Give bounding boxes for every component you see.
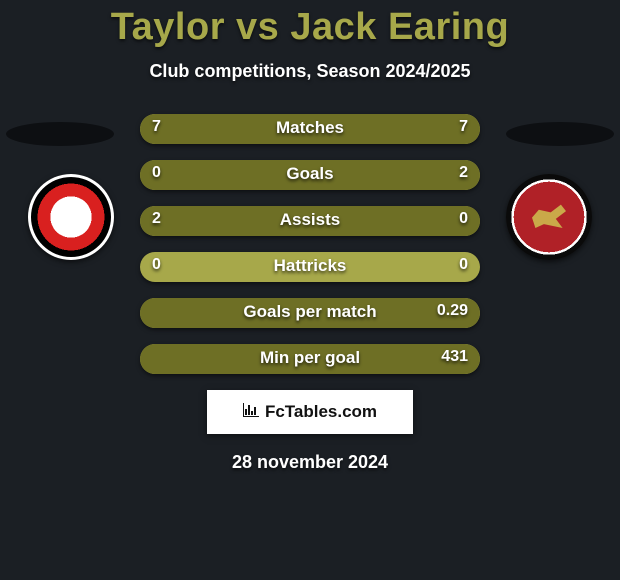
branding-text: FcTables.com (265, 402, 377, 422)
team-crest-right (506, 174, 592, 260)
branding-badge: FcTables.com (207, 390, 413, 434)
stat-row: 0Hattricks0 (140, 252, 480, 282)
stat-label: Goals per match (140, 302, 480, 322)
stat-label: Matches (140, 118, 480, 138)
stat-value-right: 7 (459, 118, 468, 136)
stat-row: 7Matches7 (140, 114, 480, 144)
stat-value-right: 0 (459, 210, 468, 228)
comparison-panel: 7Matches70Goals22Assists00Hattricks0Goal… (0, 114, 620, 374)
chart-icon (243, 403, 259, 421)
stat-value-right: 0 (459, 256, 468, 274)
shadow-right (506, 122, 614, 146)
team-crest-left (28, 174, 114, 260)
stat-row: 2Assists0 (140, 206, 480, 236)
stat-row: 0Goals2 (140, 160, 480, 190)
bars-container: 7Matches70Goals22Assists00Hattricks0Goal… (140, 114, 480, 374)
date-text: 28 november 2024 (0, 452, 620, 473)
page-title: Taylor vs Jack Earing (0, 0, 620, 49)
stat-label: Min per goal (140, 348, 480, 368)
stat-value-right: 431 (441, 348, 468, 366)
stat-label: Goals (140, 164, 480, 184)
stat-row: Min per goal431 (140, 344, 480, 374)
stat-label: Assists (140, 210, 480, 230)
stat-row: Goals per match0.29 (140, 298, 480, 328)
stat-value-right: 2 (459, 164, 468, 182)
stat-label: Hattricks (140, 256, 480, 276)
subtitle: Club competitions, Season 2024/2025 (0, 61, 620, 82)
stat-value-right: 0.29 (437, 302, 468, 320)
shadow-left (6, 122, 114, 146)
